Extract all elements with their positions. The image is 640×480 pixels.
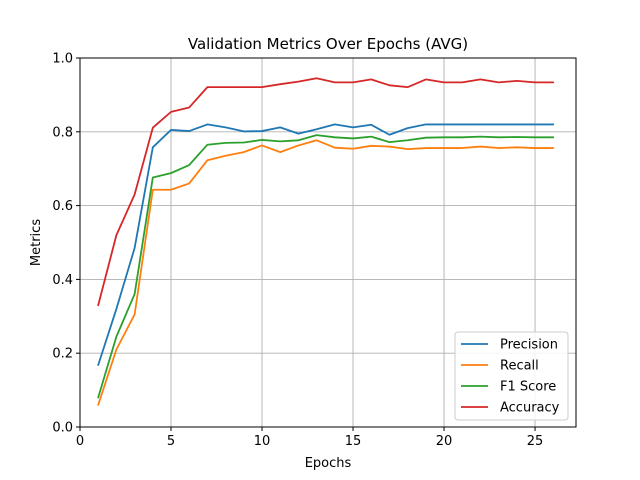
y-tick-label: 0.0 [52, 421, 73, 436]
x-tick-label: 5 [167, 434, 175, 449]
y-axis-label: Metrics [29, 219, 44, 266]
x-tick-label: 10 [254, 434, 271, 449]
legend-label-recall: Recall [500, 359, 539, 374]
grid [79, 57, 576, 428]
series-line-recall [97, 139, 555, 406]
legend-box [454, 331, 569, 421]
series-lines [97, 77, 555, 406]
plot-area-frame [79, 57, 577, 428]
y-tick-label: 0.4 [52, 273, 73, 288]
legend-label-accuracy: Accuracy [500, 401, 560, 416]
x-tick-label: 20 [436, 434, 453, 449]
x-tick-label: 0 [76, 434, 84, 449]
series-line-accuracy [97, 77, 555, 307]
x-axis-label: Epochs [305, 456, 352, 471]
legend: Precision Recall F1 Score Accuracy [454, 331, 569, 421]
legend-label-precision: Precision [500, 338, 558, 353]
y-tick-label: 0.8 [52, 125, 73, 140]
axis-ticks: 0 5 10 15 20 25 0.0 0.2 0.4 0.6 0.8 1.0 [52, 52, 543, 450]
y-tick-label: 0.2 [52, 347, 73, 362]
x-tick-label: 15 [345, 434, 362, 449]
series-line-precision [97, 123, 555, 366]
legend-label-f1-score: F1 Score [500, 380, 556, 395]
y-tick-label: 0.6 [52, 199, 73, 214]
y-tick-label: 1.0 [52, 52, 73, 67]
chart-title: Validation Metrics Over Epochs (AVG) [188, 35, 468, 53]
x-tick-label: 25 [527, 434, 544, 449]
series-line-f1-score [97, 134, 555, 399]
